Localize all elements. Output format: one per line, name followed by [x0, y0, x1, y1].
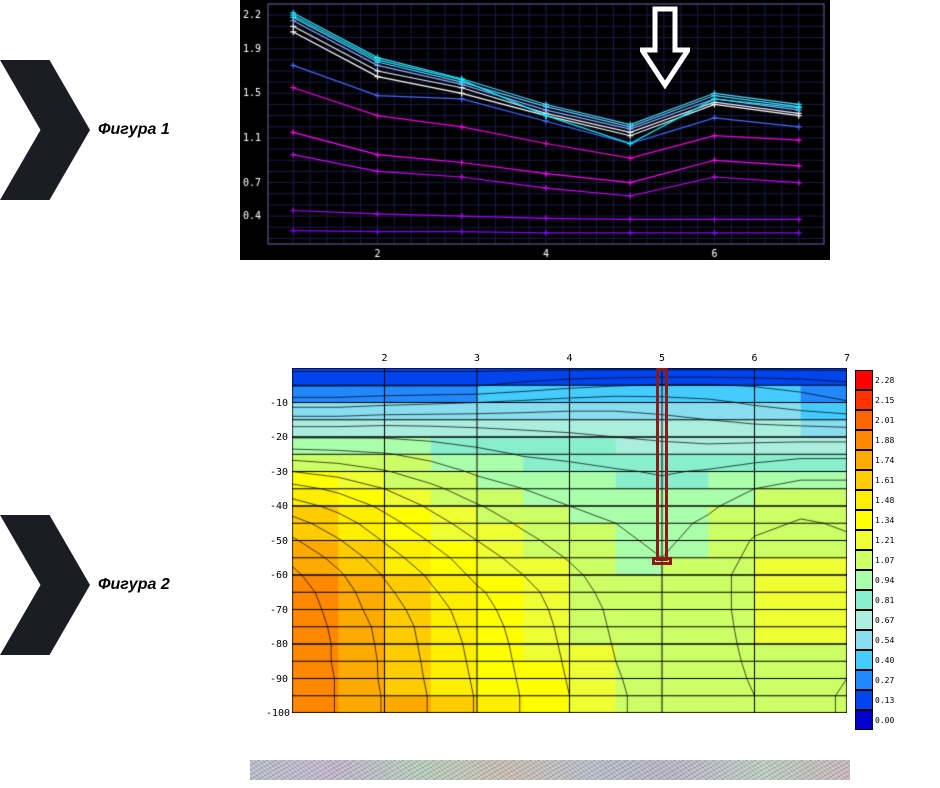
legend-row: 2.01 — [855, 410, 894, 430]
figure-2-legend: 2.28 2.15 2.01 1.88 1.74 1.61 1.48 1.34 1.21 1.07… — [855, 370, 894, 730]
legend-value: 1.21 — [875, 536, 894, 545]
legend-swatch — [855, 450, 873, 470]
legend-row: 0.00 — [855, 710, 894, 730]
legend-swatch — [855, 470, 873, 490]
legend-value: 2.28 — [875, 376, 894, 385]
legend-row: 1.88 — [855, 430, 894, 450]
y-tick-label: -100 — [266, 708, 288, 719]
figure-1-label-block: Фигура 1 — [0, 60, 200, 200]
legend-value: 0.81 — [875, 596, 894, 605]
legend-row: 0.54 — [855, 630, 894, 650]
legend-value: 0.13 — [875, 696, 894, 705]
legend-value: 0.54 — [875, 636, 894, 645]
legend-swatch — [855, 490, 873, 510]
legend-row: 0.27 — [855, 670, 894, 690]
y-tick-label: -30 — [266, 467, 288, 478]
legend-swatch — [855, 430, 873, 450]
y-tick-label: -80 — [266, 639, 288, 650]
x-tick-label: 4 — [565, 353, 575, 364]
legend-value: 1.34 — [875, 516, 894, 525]
x-tick-label: 3 — [472, 353, 482, 364]
y-tick-label: -70 — [266, 605, 288, 616]
legend-value: 0.67 — [875, 616, 894, 625]
down-arrow-icon — [640, 5, 690, 95]
legend-row: 0.94 — [855, 570, 894, 590]
legend-swatch — [855, 410, 873, 430]
chevron-icon — [0, 515, 90, 655]
legend-swatch — [855, 670, 873, 690]
legend-row: 1.07 — [855, 550, 894, 570]
legend-value: 0.94 — [875, 576, 894, 585]
legend-row: 2.28 — [855, 370, 894, 390]
legend-value: 1.61 — [875, 476, 894, 485]
legend-swatch — [855, 630, 873, 650]
legend-value: 2.15 — [875, 396, 894, 405]
legend-swatch — [855, 650, 873, 670]
legend-swatch — [855, 690, 873, 710]
y-tick-label: -50 — [266, 536, 288, 547]
legend-row: 1.34 — [855, 510, 894, 530]
legend-swatch — [855, 710, 873, 730]
legend-swatch — [855, 370, 873, 390]
y-tick-label: -60 — [266, 570, 288, 581]
legend-value: 0.40 — [875, 656, 894, 665]
legend-swatch — [855, 530, 873, 550]
y-tick-label: -40 — [266, 501, 288, 512]
legend-row: 1.48 — [855, 490, 894, 510]
legend-row: 0.13 — [855, 690, 894, 710]
legend-value: 1.48 — [875, 496, 894, 505]
probe-foot — [652, 557, 671, 565]
figure-2-heatmap — [292, 368, 847, 713]
legend-value: 0.00 — [875, 716, 894, 725]
legend-swatch — [855, 570, 873, 590]
legend-row: 1.74 — [855, 450, 894, 470]
figure-1-chart — [240, 0, 830, 260]
legend-row: 1.21 — [855, 530, 894, 550]
legend-row: 0.40 — [855, 650, 894, 670]
legend-value: 1.74 — [875, 456, 894, 465]
probe-rect — [656, 368, 667, 561]
legend-row: 0.81 — [855, 590, 894, 610]
legend-value: 1.07 — [875, 556, 894, 565]
legend-swatch — [855, 610, 873, 630]
figure-2-label: Фигура 2 — [98, 576, 170, 594]
y-tick-label: -90 — [266, 674, 288, 685]
noise-bar — [250, 760, 850, 780]
chevron-icon — [0, 60, 90, 200]
legend-swatch — [855, 550, 873, 570]
figure-2-label-block: Фигура 2 — [0, 515, 200, 655]
legend-row: 2.15 — [855, 390, 894, 410]
legend-swatch — [855, 390, 873, 410]
legend-row: 1.61 — [855, 470, 894, 490]
x-tick-label: 7 — [842, 353, 852, 364]
legend-value: 2.01 — [875, 416, 894, 425]
x-tick-label: 6 — [750, 353, 760, 364]
y-tick-label: -10 — [266, 398, 288, 409]
y-tick-label: -20 — [266, 432, 288, 443]
legend-swatch — [855, 510, 873, 530]
figure-1-label: Фигура 1 — [98, 121, 170, 139]
legend-swatch — [855, 590, 873, 610]
legend-row: 0.67 — [855, 610, 894, 630]
x-tick-label: 5 — [657, 353, 667, 364]
legend-value: 0.27 — [875, 676, 894, 685]
legend-value: 1.88 — [875, 436, 894, 445]
x-tick-label: 2 — [380, 353, 390, 364]
